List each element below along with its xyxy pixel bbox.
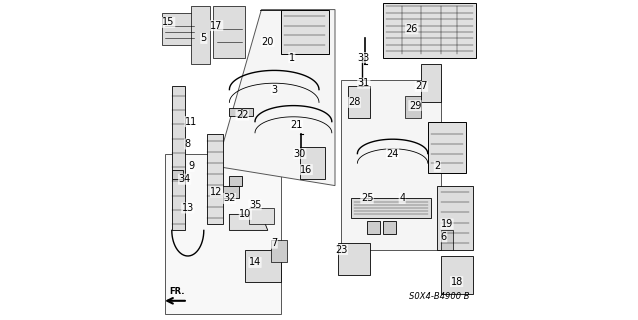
Text: FR.: FR. bbox=[169, 287, 184, 296]
Polygon shape bbox=[300, 147, 325, 179]
Text: 7: 7 bbox=[271, 238, 278, 248]
Bar bbox=[223, 186, 239, 198]
Polygon shape bbox=[246, 250, 281, 282]
Polygon shape bbox=[213, 6, 246, 58]
Text: 22: 22 bbox=[236, 110, 248, 120]
Text: 5: 5 bbox=[201, 33, 207, 44]
Text: 24: 24 bbox=[387, 148, 399, 159]
Text: 15: 15 bbox=[163, 17, 175, 28]
Polygon shape bbox=[162, 13, 197, 45]
Text: 29: 29 bbox=[409, 100, 421, 111]
Polygon shape bbox=[428, 122, 466, 173]
Text: 18: 18 bbox=[450, 276, 463, 287]
Text: 27: 27 bbox=[415, 81, 427, 92]
Text: 17: 17 bbox=[211, 20, 223, 31]
Polygon shape bbox=[207, 134, 223, 224]
Bar bbox=[230, 108, 241, 116]
Text: 25: 25 bbox=[360, 193, 373, 204]
Bar bbox=[383, 221, 396, 234]
Text: 13: 13 bbox=[182, 203, 194, 213]
Text: 12: 12 bbox=[211, 187, 223, 197]
Polygon shape bbox=[422, 64, 441, 102]
Text: 6: 6 bbox=[441, 232, 447, 242]
Polygon shape bbox=[230, 214, 268, 230]
Text: 9: 9 bbox=[188, 161, 194, 172]
Bar bbox=[172, 170, 183, 179]
Text: 14: 14 bbox=[249, 257, 261, 268]
Polygon shape bbox=[271, 240, 287, 262]
Text: 1: 1 bbox=[289, 52, 295, 63]
Polygon shape bbox=[441, 230, 454, 250]
Polygon shape bbox=[165, 154, 281, 314]
Bar bbox=[230, 176, 242, 186]
Text: 3: 3 bbox=[271, 84, 278, 95]
Text: 11: 11 bbox=[185, 116, 197, 127]
Text: 34: 34 bbox=[179, 174, 191, 184]
Text: 2: 2 bbox=[434, 161, 440, 172]
Text: 26: 26 bbox=[406, 24, 418, 34]
Text: 28: 28 bbox=[348, 97, 360, 108]
Polygon shape bbox=[249, 208, 274, 224]
Text: 32: 32 bbox=[223, 193, 235, 204]
Text: 10: 10 bbox=[239, 209, 251, 220]
Polygon shape bbox=[281, 10, 329, 54]
Polygon shape bbox=[216, 10, 335, 186]
Bar bbox=[367, 221, 380, 234]
Polygon shape bbox=[172, 86, 184, 230]
Polygon shape bbox=[441, 256, 473, 294]
Text: 16: 16 bbox=[300, 164, 313, 175]
Text: 8: 8 bbox=[185, 139, 191, 149]
Text: 30: 30 bbox=[293, 148, 306, 159]
Text: 20: 20 bbox=[262, 36, 274, 47]
Text: 33: 33 bbox=[358, 52, 370, 63]
Polygon shape bbox=[438, 186, 473, 250]
Text: 19: 19 bbox=[441, 219, 453, 229]
Text: 31: 31 bbox=[358, 78, 370, 88]
Polygon shape bbox=[341, 80, 441, 250]
Text: 4: 4 bbox=[399, 193, 405, 204]
Polygon shape bbox=[348, 86, 370, 118]
Polygon shape bbox=[191, 6, 210, 64]
Text: 35: 35 bbox=[249, 200, 261, 210]
Polygon shape bbox=[338, 243, 370, 275]
Polygon shape bbox=[383, 3, 476, 58]
Polygon shape bbox=[351, 198, 431, 218]
Bar bbox=[242, 108, 253, 116]
Text: 23: 23 bbox=[335, 244, 348, 255]
Polygon shape bbox=[405, 96, 422, 118]
Text: 21: 21 bbox=[290, 120, 303, 130]
Text: S0X4-B4900 B: S0X4-B4900 B bbox=[408, 292, 469, 301]
